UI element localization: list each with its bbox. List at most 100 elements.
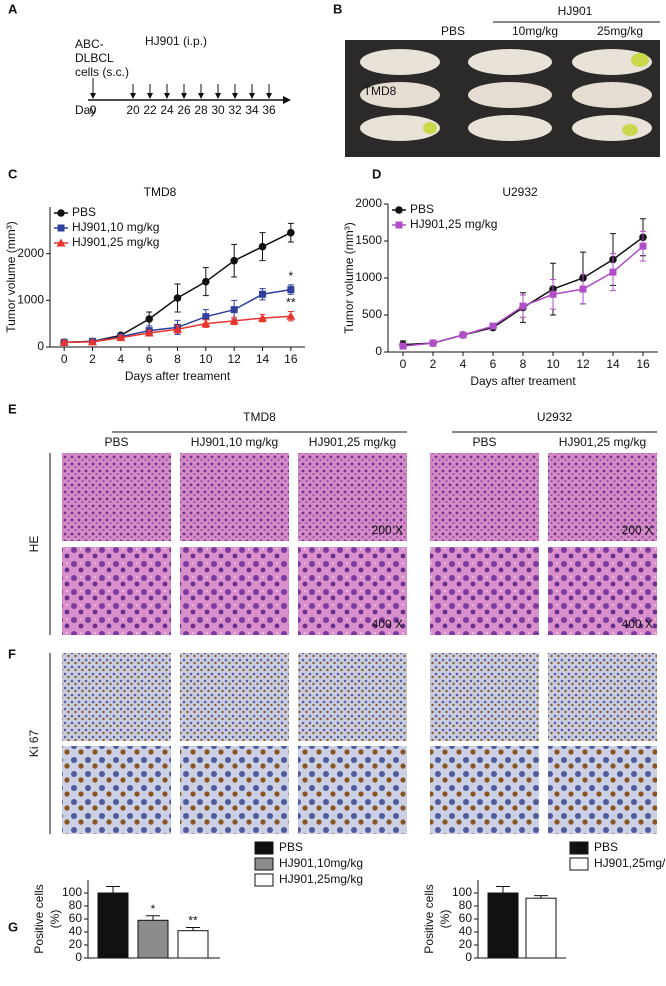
point [609,268,617,276]
error-bar [186,926,200,931]
micrograph [180,746,289,834]
bar [525,897,557,959]
group-label: TMD8 [243,410,276,424]
day-label: 0 [90,103,97,117]
x-tick-label: 12 [576,357,590,371]
y-axis-label: (%) [48,910,62,929]
point [229,316,239,325]
y-tick-label: 2000 [17,246,44,260]
point [230,256,238,265]
legend-label: PBS [594,840,618,854]
bar [97,892,129,959]
y-tick-label: 0 [75,950,82,964]
panel-label: D [372,166,381,181]
row-label: HE [27,536,41,553]
magnification: 200 X [622,523,653,537]
column-label: PBS [441,24,465,38]
row-label: TMD8 [364,84,397,98]
dose-arrow-head [181,93,187,99]
x-tick-label: 10 [546,357,560,371]
y-tick-label: 40 [69,924,83,938]
point [639,242,647,250]
x-tick-label: 10 [199,352,213,366]
legend-label: PBS [279,840,303,854]
legend-marker [395,221,403,229]
group-label: HJ901 [558,4,593,18]
error-bar [106,886,120,893]
significance: ** [286,296,296,310]
y-tick-label: 100 [62,885,82,899]
legend-marker [395,206,403,214]
x-tick-label: 16 [284,352,298,366]
micrograph [298,547,407,635]
significance: * [151,902,156,916]
legend-label: HJ901,25mg/kg [279,872,363,886]
point [144,328,154,337]
error-bar [496,886,510,893]
micrograph [548,653,657,741]
y-tick-label: 0 [37,339,44,353]
micrograph [298,746,407,834]
point [549,290,557,298]
x-tick-label: 4 [460,357,467,371]
micrograph [298,653,407,741]
x-tick-label: 8 [174,352,181,366]
point [259,290,266,298]
x-tick-label: 14 [606,357,620,371]
legend-label: HJ901,10 mg/kg [72,220,159,234]
point [287,228,295,237]
dose-arrow-head [130,93,136,99]
magnification: 400 X [372,617,403,631]
column-label: HJ901,25 mg/kg [309,435,396,449]
cells-label: cells (s.c.) [75,65,129,79]
significance: * [288,269,293,283]
panel-label: A [8,1,18,16]
day-label: 32 [228,103,242,117]
legend-label: HJ901,25 mg/kg [72,235,159,249]
x-tick-label: 6 [146,352,153,366]
series-line [402,236,644,346]
point [459,331,467,339]
micrograph [298,453,407,541]
legend-marker [57,209,65,217]
day-label: 22 [143,103,157,117]
micrograph [430,653,539,741]
bar [137,919,169,959]
dose-arrow-head [249,93,255,99]
day-label: 36 [262,103,276,117]
micrograph [430,746,539,834]
legend-label: HJ901,25mg/kg [594,856,666,870]
x-tick-label: 2 [89,352,96,366]
day-label: Day [75,103,96,117]
drug-label: HJ901 (i.p.) [145,34,207,48]
micrograph [548,547,657,635]
point [399,342,407,350]
y-axis-label: Positive cells [422,884,436,953]
dose-arrow-head [147,93,153,99]
panel-label: G [8,919,18,934]
point [519,302,527,310]
row-label: Ki 67 [27,730,41,758]
column-label: 10mg/kg [512,24,558,38]
day-label: 24 [160,103,174,117]
y-axis-label: Positive cells [32,884,46,953]
legend-label: HJ901,25 mg/kg [410,217,497,231]
y-axis-label: (%) [438,910,452,929]
legend-marker [56,238,66,247]
x-axis-label: Days after treament [125,369,231,383]
error-bar [146,915,160,921]
micrograph [62,453,171,541]
legend-label: HJ901,10mg/kg [279,856,363,870]
point [116,333,126,342]
chart-title: U2932 [502,185,538,199]
x-tick-label: 0 [61,352,68,366]
day-label: 20 [126,103,140,117]
day-label: 28 [194,103,208,117]
y-tick-label: 0 [465,950,472,964]
micrograph [430,547,539,635]
point [489,322,497,330]
cells-label: DLBCL [75,51,114,65]
y-tick-label: 500 [362,307,382,321]
